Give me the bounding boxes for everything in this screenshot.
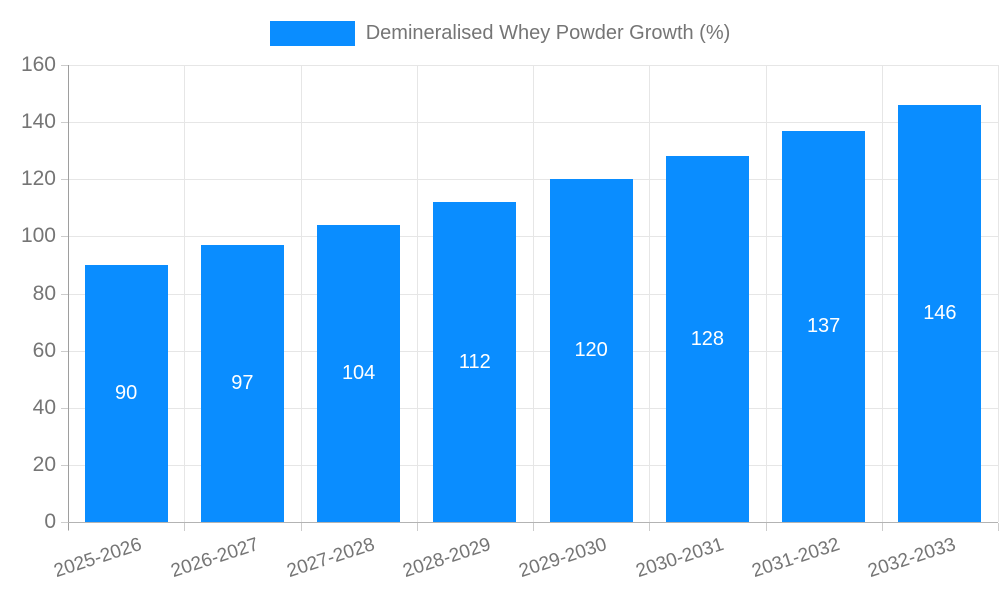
v-gridline bbox=[184, 65, 186, 522]
x-axis-tick bbox=[533, 523, 534, 531]
legend-swatch bbox=[269, 20, 355, 46]
bar: 137 bbox=[782, 130, 866, 522]
v-gridline bbox=[765, 65, 767, 522]
x-axis-label: 2028-2029 bbox=[400, 534, 494, 583]
legend-label: Demineralised Whey Powder Growth (%) bbox=[365, 21, 731, 44]
x-axis-label: 2025-2026 bbox=[51, 534, 145, 583]
y-axis-tick bbox=[61, 179, 68, 181]
x-axis-tick bbox=[765, 523, 767, 531]
v-gridline bbox=[416, 65, 418, 522]
y-axis-tick bbox=[61, 122, 68, 124]
y-axis-tick-label: 20 bbox=[32, 452, 56, 476]
y-axis-tick-label: 60 bbox=[32, 338, 56, 362]
bar: 90 bbox=[84, 264, 168, 522]
x-axis-label: 2026-2027 bbox=[167, 534, 261, 583]
x-axis-line bbox=[68, 522, 998, 523]
y-axis-tick-label: 40 bbox=[32, 395, 56, 419]
y-axis-tick bbox=[61, 293, 68, 295]
x-axis-label: 2027-2028 bbox=[284, 534, 378, 583]
bar: 112 bbox=[433, 202, 517, 522]
bar: 104 bbox=[317, 224, 401, 522]
v-gridline bbox=[881, 65, 883, 522]
bar-value-label: 146 bbox=[923, 301, 957, 324]
bar: 120 bbox=[549, 179, 633, 522]
bar-value-label: 104 bbox=[341, 361, 376, 384]
bar-value-label: 90 bbox=[115, 381, 138, 404]
y-axis-tick-label: 120 bbox=[20, 167, 56, 191]
x-axis-label: 2029-2030 bbox=[516, 534, 610, 583]
x-axis-tick bbox=[300, 523, 302, 531]
y-axis-tick-label: 80 bbox=[32, 281, 56, 305]
bar-value-label: 112 bbox=[458, 350, 491, 373]
legend: Demineralised Whey Powder Growth (%) bbox=[0, 19, 1000, 47]
y-axis-line bbox=[68, 65, 69, 530]
v-gridline bbox=[533, 65, 534, 522]
x-axis-tick bbox=[881, 523, 883, 531]
x-axis-label: 2030-2031 bbox=[632, 534, 726, 583]
bar-value-label: 97 bbox=[231, 371, 254, 394]
y-axis-tick bbox=[61, 350, 68, 352]
x-axis-label: 2032-2033 bbox=[865, 534, 959, 583]
x-axis-tick bbox=[416, 523, 418, 531]
v-gridline bbox=[998, 65, 999, 522]
v-gridline bbox=[300, 65, 302, 522]
y-axis-tick-label: 160 bbox=[20, 53, 56, 76]
y-axis-tick bbox=[61, 464, 68, 466]
x-axis-tick bbox=[998, 523, 999, 531]
bar: 128 bbox=[665, 156, 749, 522]
y-axis-tick-label: 0 bbox=[44, 510, 56, 533]
bar-value-label: 128 bbox=[690, 327, 725, 350]
bar: 146 bbox=[898, 104, 982, 522]
v-gridline bbox=[649, 65, 651, 522]
y-axis-tick-label: 140 bbox=[20, 110, 56, 134]
y-axis-tick bbox=[61, 236, 68, 238]
y-axis-tick bbox=[61, 407, 68, 409]
x-axis-tick bbox=[184, 523, 186, 531]
y-axis-tick bbox=[61, 522, 68, 523]
x-axis-tick bbox=[649, 523, 651, 531]
bar-value-label: 120 bbox=[574, 339, 608, 362]
bar: 97 bbox=[200, 244, 284, 522]
y-axis-tick bbox=[61, 65, 68, 66]
bar-value-label: 137 bbox=[806, 314, 841, 337]
x-axis-label: 2031-2032 bbox=[749, 534, 843, 583]
y-axis-tick-label: 100 bbox=[20, 224, 56, 248]
